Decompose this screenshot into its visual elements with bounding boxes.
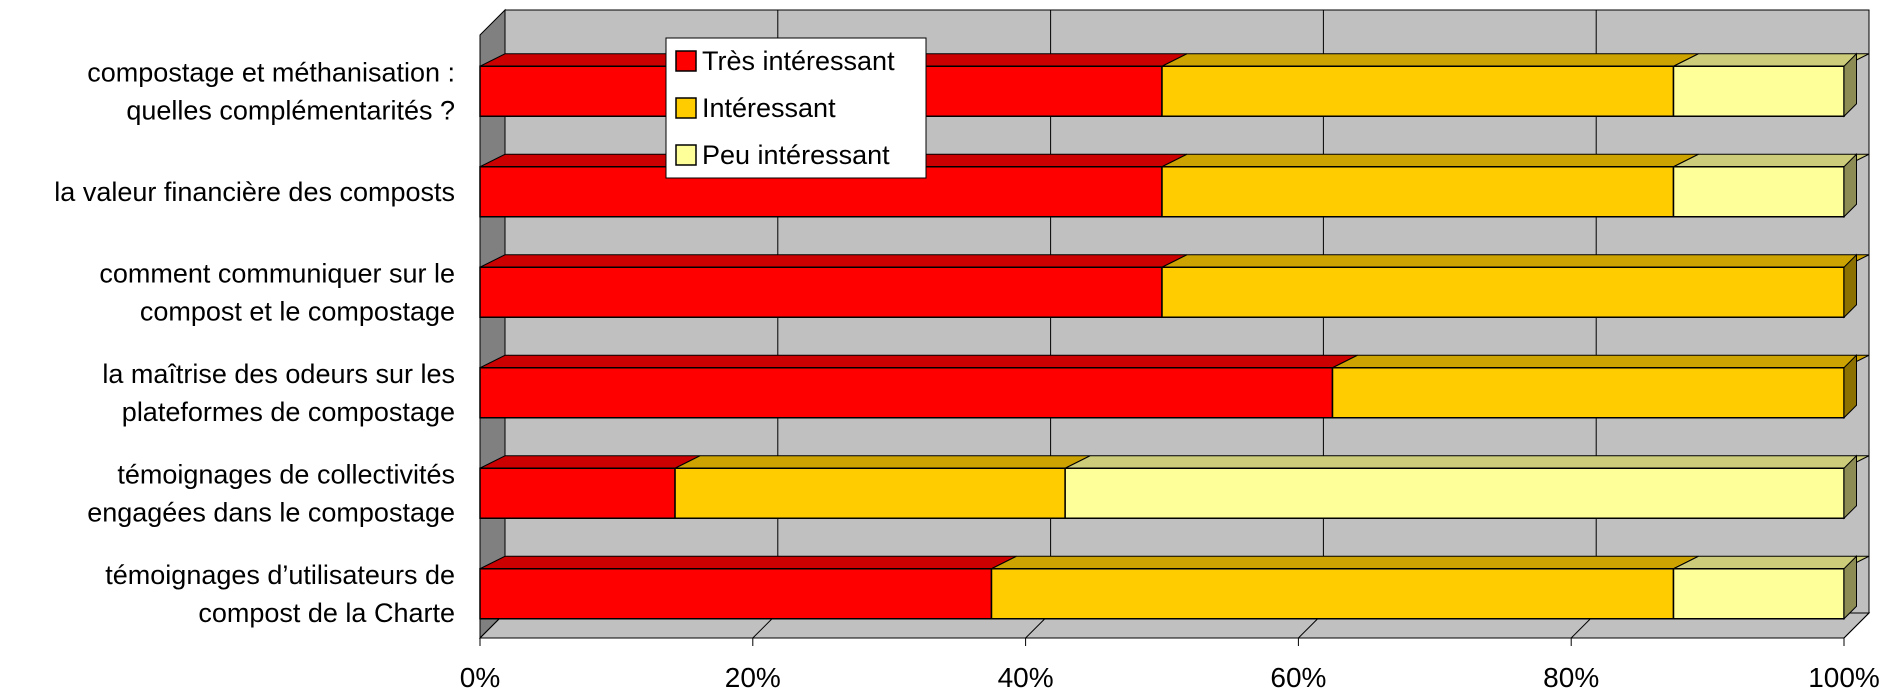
x-tick-label: 40%: [998, 662, 1054, 693]
bar-front-face: [1161, 166, 1675, 218]
bar-side-face: [1843, 52, 1857, 118]
legend-label: Intéressant: [702, 93, 836, 123]
legend-swatch: [675, 50, 697, 72]
bar-segment: [1672, 52, 1870, 118]
bar-segment: [1161, 253, 1870, 319]
category-labels: compostage et méthanisation : quelles com…: [54, 57, 455, 628]
bar-side-face: [1843, 253, 1857, 319]
bar-segment: [1064, 454, 1870, 520]
bar-segment: [990, 555, 1699, 620]
bar-top-face: [1161, 53, 1699, 67]
bar-top-face: [1064, 455, 1870, 469]
legend-label: Très intéressant: [702, 46, 895, 76]
bar-front-face: [990, 568, 1675, 620]
category-label: comment communiquer sur le compost et le …: [99, 258, 455, 326]
legend-box: [665, 37, 927, 179]
bar-segment: [1672, 555, 1870, 620]
legend-item: Peu intéressant: [675, 140, 890, 170]
x-tick-label: 100%: [1808, 662, 1880, 693]
x-tick-label: 80%: [1543, 662, 1599, 693]
bar-front-face: [1161, 65, 1675, 117]
bar-segment: [1161, 153, 1699, 218]
bar-segment: [674, 455, 1091, 519]
category-label: compostage et méthanisation : quelles com…: [87, 57, 455, 125]
bar-top-face: [1673, 153, 1870, 168]
bar-segment: [479, 555, 1017, 620]
legend-label: Peu intéressant: [702, 140, 890, 170]
floor-gridline: [1843, 612, 1870, 639]
bar-front-face: [479, 467, 676, 519]
x-tick-label: 20%: [725, 662, 781, 693]
bar-front-face: [1064, 467, 1845, 519]
bar-top-face: [479, 254, 1188, 268]
bar-side-face: [1843, 354, 1857, 419]
legend-swatch: [675, 144, 697, 166]
category-label: témoignages d’utilisateurs de compost de …: [105, 560, 455, 628]
bar-top-face: [1673, 53, 1870, 67]
bar-top-face: [674, 455, 1091, 469]
x-tick-label: 0%: [460, 662, 500, 693]
bar-side-face: [1843, 555, 1857, 620]
bar-segment: [479, 354, 1358, 419]
bar-top-face: [1673, 555, 1870, 570]
bar-side-face: [1843, 454, 1857, 520]
bar-top-face: [991, 555, 1699, 570]
legend-item: Très intéressant: [675, 46, 895, 76]
bar-front-face: [1331, 367, 1845, 419]
x-axis-ticks: 0% 20% 40% 60% 80% 100%: [460, 638, 1880, 693]
bar-top-face: [479, 354, 1358, 369]
legend-item: Intéressant: [675, 93, 836, 123]
bar-front-face: [1672, 568, 1845, 620]
category-label: la maîtrise des odeurs sur les plateforme…: [102, 359, 455, 427]
bar-front-face: [479, 367, 1334, 419]
x-tick-label: 60%: [1270, 662, 1326, 693]
bar-top-face: [1332, 354, 1870, 369]
bar-segment: [479, 455, 701, 519]
bar-front-face: [479, 266, 1163, 318]
category-label: la valeur financière des composts: [54, 177, 455, 207]
bar-top-face: [1161, 254, 1870, 268]
bar-front-face: [1672, 65, 1845, 117]
legend: Très intéressant Intéressant Peu intéressa…: [665, 37, 927, 179]
bar-front-face: [1161, 266, 1845, 318]
bar-side-face: [1843, 153, 1857, 218]
bar-top-face: [479, 455, 701, 469]
bar-top-face: [479, 555, 1017, 570]
bar-segment: [479, 254, 1188, 318]
bar-front-face: [479, 568, 993, 620]
bar-front-face: [1672, 166, 1845, 218]
bar-front-face: [674, 467, 1066, 519]
bar-segment: [1331, 354, 1870, 419]
bar-segment: [1161, 53, 1699, 117]
category-label: témoignages de collectivités engagées dan…: [87, 459, 455, 527]
legend-swatch: [675, 97, 697, 119]
bar-top-face: [1161, 153, 1699, 168]
bar-segment: [1672, 153, 1870, 218]
